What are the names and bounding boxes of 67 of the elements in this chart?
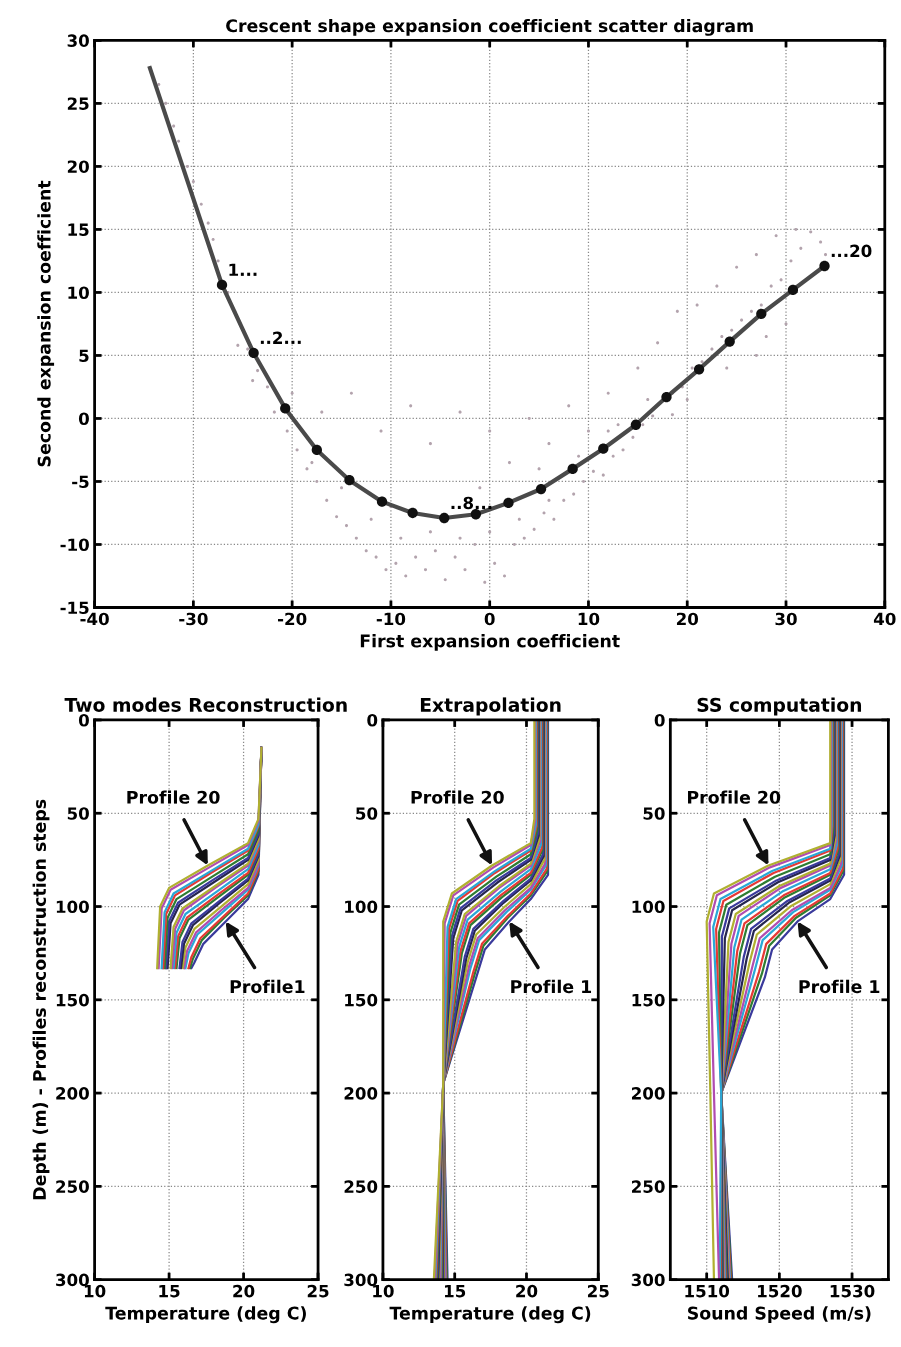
x-tick-label: 10 (578, 612, 600, 626)
y-tick-label: 20 (67, 160, 89, 173)
x-tick-label: -20 (278, 612, 307, 626)
annotation: ..8... (451, 496, 492, 510)
x-tick-label: -40 (80, 612, 109, 626)
x-tick-label: 30 (775, 612, 797, 626)
y-tick-label: 25 (67, 97, 89, 110)
annotation: ..2... (260, 331, 301, 344)
y-tick-label: 10 (68, 286, 89, 300)
y-tick-label: 50 (643, 807, 665, 820)
annotation: Profile 20 (688, 790, 781, 804)
y-tick-label: 150 (56, 993, 89, 1007)
x-tick-label: 25 (307, 1284, 329, 1298)
x-tick-label: 40 (873, 612, 896, 626)
annotation: Profile 20 (127, 790, 220, 804)
x-tick-label: 25 (587, 1284, 609, 1298)
x-tick-label: 0 (484, 612, 495, 626)
y-tick-label: 250 (56, 1180, 89, 1193)
y-tick-label: 0 (78, 412, 89, 426)
y-tick-label: 0 (367, 713, 378, 727)
x-tick-label: -10 (376, 612, 406, 626)
x-tick-label: 15 (159, 1285, 180, 1298)
y-tick-label: -10 (60, 538, 89, 552)
y-tick-label: 150 (345, 993, 378, 1007)
x-tick-label: 1530 (830, 1284, 875, 1298)
x-tick-label: 1510 (685, 1284, 730, 1298)
chart-title: Two modes Reconstruction (64, 697, 347, 712)
x-axis-title: Sound Speed (m/s) (688, 1306, 871, 1323)
annotation: ...20 (831, 244, 872, 258)
x-tick-label: -30 (179, 612, 208, 626)
x-tick-label: 20 (233, 1284, 255, 1298)
annotation: 1... (229, 263, 257, 276)
y-tick-label: 50 (356, 807, 378, 820)
chart-title: SS computation (697, 697, 862, 716)
y-tick-label: 5 (79, 349, 89, 363)
y-tick-label: 50 (67, 807, 89, 820)
y-tick-label: 100 (56, 900, 89, 914)
y-tick-label: -15 (60, 601, 89, 615)
x-axis-title: Temperature (deg C) (389, 1306, 591, 1324)
y-axis-title: Second expansion coefficient (37, 180, 55, 467)
y-axis-title: Depth (m) - Profiles reconstruction steps (32, 799, 50, 1200)
x-tick-label: 20 (516, 1284, 538, 1298)
chart-title: Extrapolation (420, 697, 561, 716)
y-tick-label: 300 (631, 1273, 665, 1287)
y-tick-label: 200 (632, 1087, 665, 1100)
x-tick-label: 15 (444, 1285, 466, 1298)
y-tick-label: 0 (654, 713, 665, 727)
y-tick-label: 250 (632, 1180, 665, 1193)
x-tick-label: 1520 (758, 1284, 802, 1298)
y-tick-label: 100 (345, 900, 378, 914)
y-tick-label: 0 (78, 713, 89, 727)
y-tick-label: 15 (68, 223, 89, 237)
annotation: Profile 1 (799, 979, 880, 994)
x-axis-title: Temperature (deg C) (105, 1306, 306, 1324)
y-tick-label: 250 (344, 1180, 378, 1193)
annotation: Profile1 (230, 979, 305, 994)
y-tick-label: 200 (344, 1087, 378, 1100)
x-axis-title: First expansion coefficient (360, 634, 620, 651)
y-tick-label: -5 (72, 475, 89, 489)
y-tick-label: 30 (67, 34, 89, 47)
chart-title: Crescent shape expansion coefficient scatter diagram (226, 18, 753, 36)
x-tick-label: 20 (676, 612, 699, 626)
y-tick-label: 150 (632, 993, 665, 1007)
y-tick-label: 200 (56, 1087, 89, 1100)
annotation: Profile 20 (411, 790, 504, 804)
annotation: Profile 1 (511, 979, 592, 994)
y-tick-label: 100 (632, 900, 665, 914)
